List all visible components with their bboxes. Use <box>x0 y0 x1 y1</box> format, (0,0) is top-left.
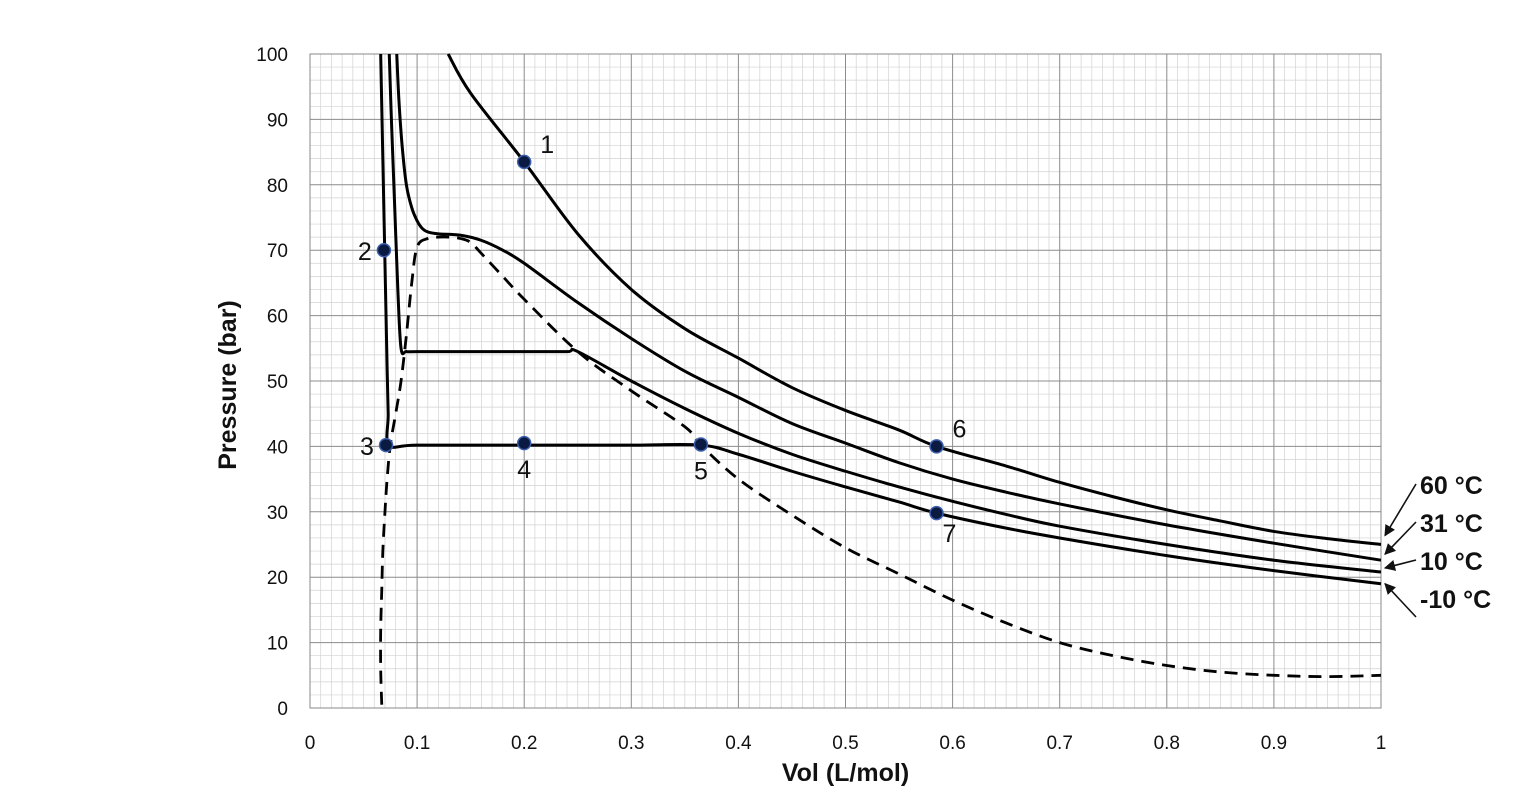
x-tick-label: 0.2 <box>511 733 537 754</box>
y-tick-label: 50 <box>267 372 288 393</box>
y-axis-title: Pressure (bar) <box>214 300 242 470</box>
series-line-1 <box>395 53 1382 562</box>
isotherm-label: 10 °C <box>1420 548 1483 576</box>
y-tick-label: 70 <box>267 241 288 262</box>
state-point-label: 6 <box>953 415 967 443</box>
y-tick-label: 30 <box>267 503 288 524</box>
y-tick-label: 40 <box>267 437 288 458</box>
series-line-4 <box>379 235 1382 705</box>
state-point-1 <box>516 154 532 170</box>
series-layer <box>379 53 1382 705</box>
x-tick-label: 0.1 <box>404 733 430 754</box>
state-point-5 <box>693 437 709 452</box>
x-tick-label: 0.5 <box>832 733 858 754</box>
isotherm-pointer-arrow <box>1383 559 1417 571</box>
state-point-label: 2 <box>358 238 372 266</box>
x-tick-label: 0.8 <box>1154 733 1180 754</box>
state-point-label: 3 <box>360 433 374 461</box>
x-tick-label: 0.3 <box>618 733 644 754</box>
series-line-2 <box>387 53 1382 574</box>
x-tick-label: 0.7 <box>1046 733 1072 754</box>
state-point-label: 4 <box>517 456 531 484</box>
isotherm-label: 31 °C <box>1420 510 1483 538</box>
y-tick-label: 10 <box>267 634 288 655</box>
y-tick-label: 90 <box>267 110 288 131</box>
x-tick-label: 1 <box>1376 733 1387 754</box>
x-axis-title: Vol (L/mol) <box>782 759 909 787</box>
state-point-2 <box>376 242 392 258</box>
state-point-3 <box>378 437 394 453</box>
series-line-3 <box>379 53 1382 586</box>
y-tick-label: 80 <box>267 176 288 197</box>
state-point-7 <box>929 505 944 521</box>
y-tick-label: 60 <box>267 307 288 328</box>
x-tick-label: 0.4 <box>725 733 752 754</box>
isotherm-label: 60 °C <box>1420 472 1483 500</box>
y-tick-label: 100 <box>256 45 288 66</box>
y-axis-ticks: 0 10 20 30 40 50 60 70 80 90 100 <box>256 45 288 720</box>
curve-labels-layer: 60 °C 31 °C 10 °C -10 °C <box>1383 472 1491 618</box>
isotherm-pointer-arrow <box>1384 483 1417 537</box>
state-point-4 <box>516 435 532 451</box>
points-layer: 1 2 3 4 5 6 7 <box>358 131 967 548</box>
isotherm-pointer-arrow <box>1384 582 1417 618</box>
isotherm-label: -10 °C <box>1420 586 1491 614</box>
y-tick-label: 20 <box>267 568 288 589</box>
plot-area-frame <box>309 53 1382 709</box>
isotherm-pointer-arrow <box>1384 521 1417 556</box>
series-line-0 <box>446 53 1382 546</box>
y-tick-label: 0 <box>277 699 288 720</box>
x-tick-label: 0.9 <box>1261 733 1287 754</box>
state-point-label: 7 <box>943 520 957 548</box>
state-point-6 <box>929 439 944 454</box>
state-point-label: 5 <box>694 457 708 485</box>
x-tick-label: 0 <box>305 733 316 754</box>
x-tick-label: 0.6 <box>939 733 965 754</box>
state-point-label: 1 <box>540 131 554 159</box>
x-axis-ticks: 0 0.1 0.2 0.3 0.4 0.5 0.6 0.7 0.8 0.9 1 <box>305 733 1387 754</box>
